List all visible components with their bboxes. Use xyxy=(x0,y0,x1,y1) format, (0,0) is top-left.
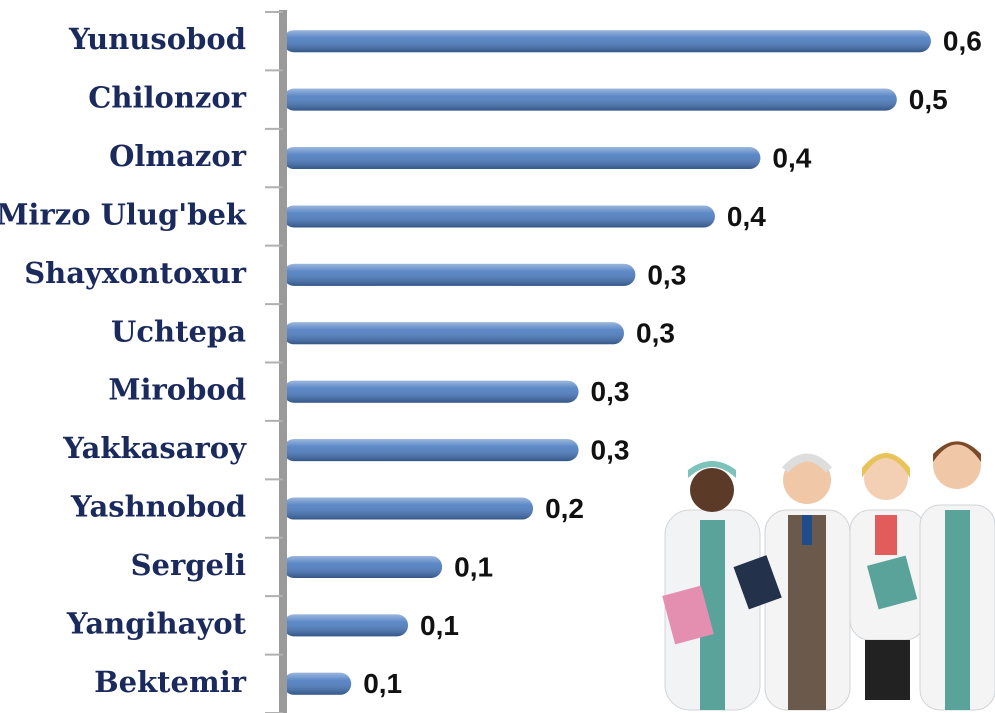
bar-shade xyxy=(283,439,579,462)
value-label: 0,4 xyxy=(772,142,811,173)
y-tick-label: Yashnobod xyxy=(70,490,246,524)
value-label: 0,3 xyxy=(591,435,630,466)
bar-shade xyxy=(283,30,931,53)
value-label: 0,1 xyxy=(420,610,459,641)
bar-shade xyxy=(283,380,579,403)
value-label: 0,3 xyxy=(636,318,675,349)
value-label: 0,1 xyxy=(454,551,493,582)
plot-area xyxy=(283,30,931,695)
value-label: 0,1 xyxy=(363,668,402,699)
y-tick-label: Yangihayot xyxy=(66,606,247,640)
doctor xyxy=(733,453,851,711)
value-label: 0,4 xyxy=(727,201,766,232)
bar-shade xyxy=(283,263,636,286)
bar-shade xyxy=(283,497,534,520)
y-tick-label: Chilonzor xyxy=(88,81,246,115)
doctor xyxy=(849,453,926,700)
bar-shade xyxy=(283,672,352,695)
doctors-illustration xyxy=(662,441,995,711)
value-label: 0,6 xyxy=(943,26,982,57)
y-tick-label: Sergeli xyxy=(131,548,246,582)
bar-shade xyxy=(283,555,443,578)
doctor xyxy=(919,441,995,711)
y-tick-label: Olmazor xyxy=(109,139,247,173)
y-tick-label: Yakkasaroy xyxy=(62,431,247,465)
bar-shade xyxy=(283,147,761,170)
y-tick-label: Mirzo Ulug'bek xyxy=(0,197,247,231)
bar-shade xyxy=(283,205,715,228)
value-label: 0,3 xyxy=(591,376,630,407)
value-label: 0,2 xyxy=(545,493,584,524)
value-label: 0,3 xyxy=(647,259,686,290)
bar-shade xyxy=(283,322,624,345)
y-tick-label: Mirobod xyxy=(108,373,246,407)
y-tick-label: Shayxontoxur xyxy=(24,256,246,290)
bar-shade xyxy=(283,88,897,111)
y-tick-label: Uchtepa xyxy=(111,314,246,348)
bar-shade xyxy=(283,614,409,637)
value-label: 0,5 xyxy=(909,84,948,115)
y-tick-label: Bektemir xyxy=(94,665,247,699)
y-tick-label: Yunusobod xyxy=(68,22,246,56)
doctor xyxy=(662,461,761,711)
